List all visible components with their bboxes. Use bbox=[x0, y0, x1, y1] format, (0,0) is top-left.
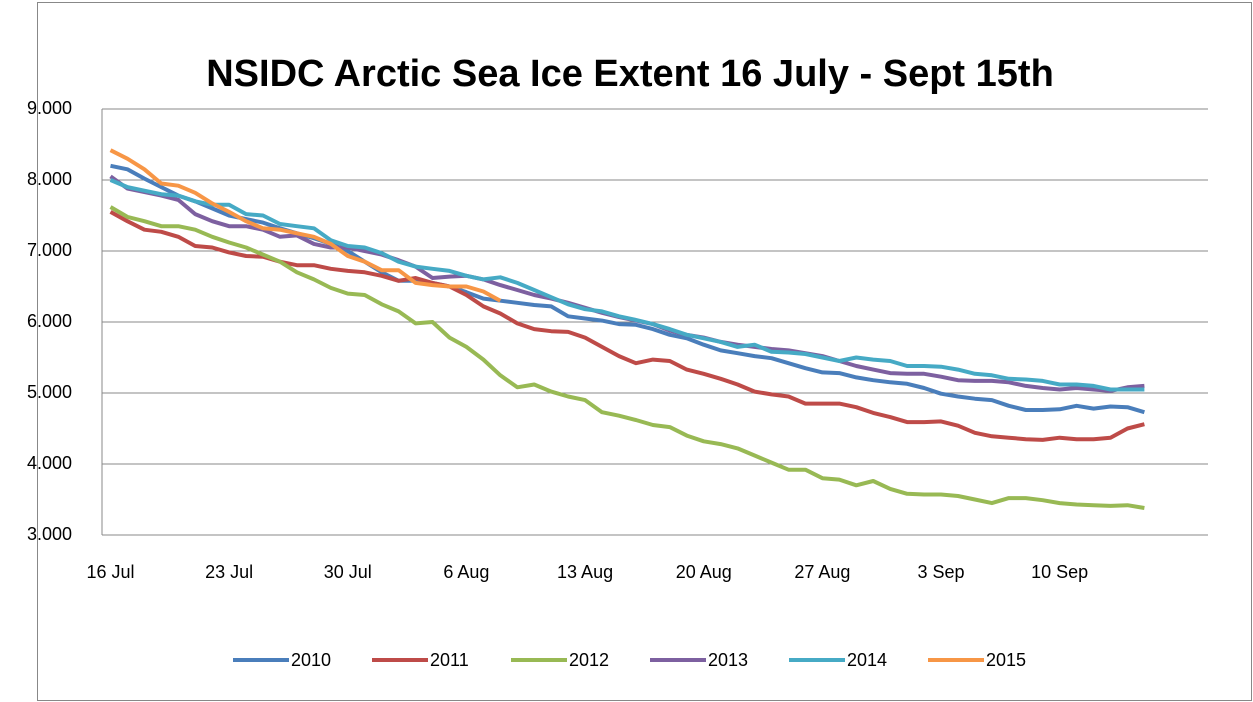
x-tick-label: 6 Aug bbox=[443, 562, 489, 582]
legend-label: 2010 bbox=[291, 650, 331, 670]
y-tick-label: 3.000 bbox=[27, 524, 72, 544]
x-tick-label: 20 Aug bbox=[676, 562, 732, 582]
x-tick-label: 13 Aug bbox=[557, 562, 613, 582]
legend-label: 2011 bbox=[430, 650, 469, 670]
y-tick-label: 5.000 bbox=[27, 382, 72, 402]
y-tick-label: 6.000 bbox=[27, 311, 72, 331]
chart-border bbox=[37, 2, 1252, 701]
x-tick-label: 3 Sep bbox=[918, 562, 965, 582]
y-tick-label: 8.000 bbox=[27, 169, 72, 189]
x-tick-label: 23 Jul bbox=[205, 562, 253, 582]
y-tick-label: 4.000 bbox=[27, 453, 72, 473]
x-tick-label: 30 Jul bbox=[324, 562, 372, 582]
series-line bbox=[109, 178, 1145, 392]
legend-label: 2013 bbox=[708, 650, 748, 670]
y-tick-label: 9.000 bbox=[27, 98, 72, 118]
y-tick-label: 7.000 bbox=[27, 240, 72, 260]
chart-title: NSIDC Arctic Sea Ice Extent 16 July - Se… bbox=[206, 53, 1054, 95]
x-tick-label: 27 Aug bbox=[794, 562, 850, 582]
x-tick-label: 10 Sep bbox=[1031, 562, 1088, 582]
x-tick-label: 16 Jul bbox=[86, 562, 134, 582]
legend-label: 2012 bbox=[569, 650, 609, 670]
series-line bbox=[109, 205, 1145, 510]
legend-label: 2014 bbox=[847, 650, 887, 670]
legend-label: 2015 bbox=[986, 650, 1026, 670]
series-line bbox=[109, 148, 502, 303]
